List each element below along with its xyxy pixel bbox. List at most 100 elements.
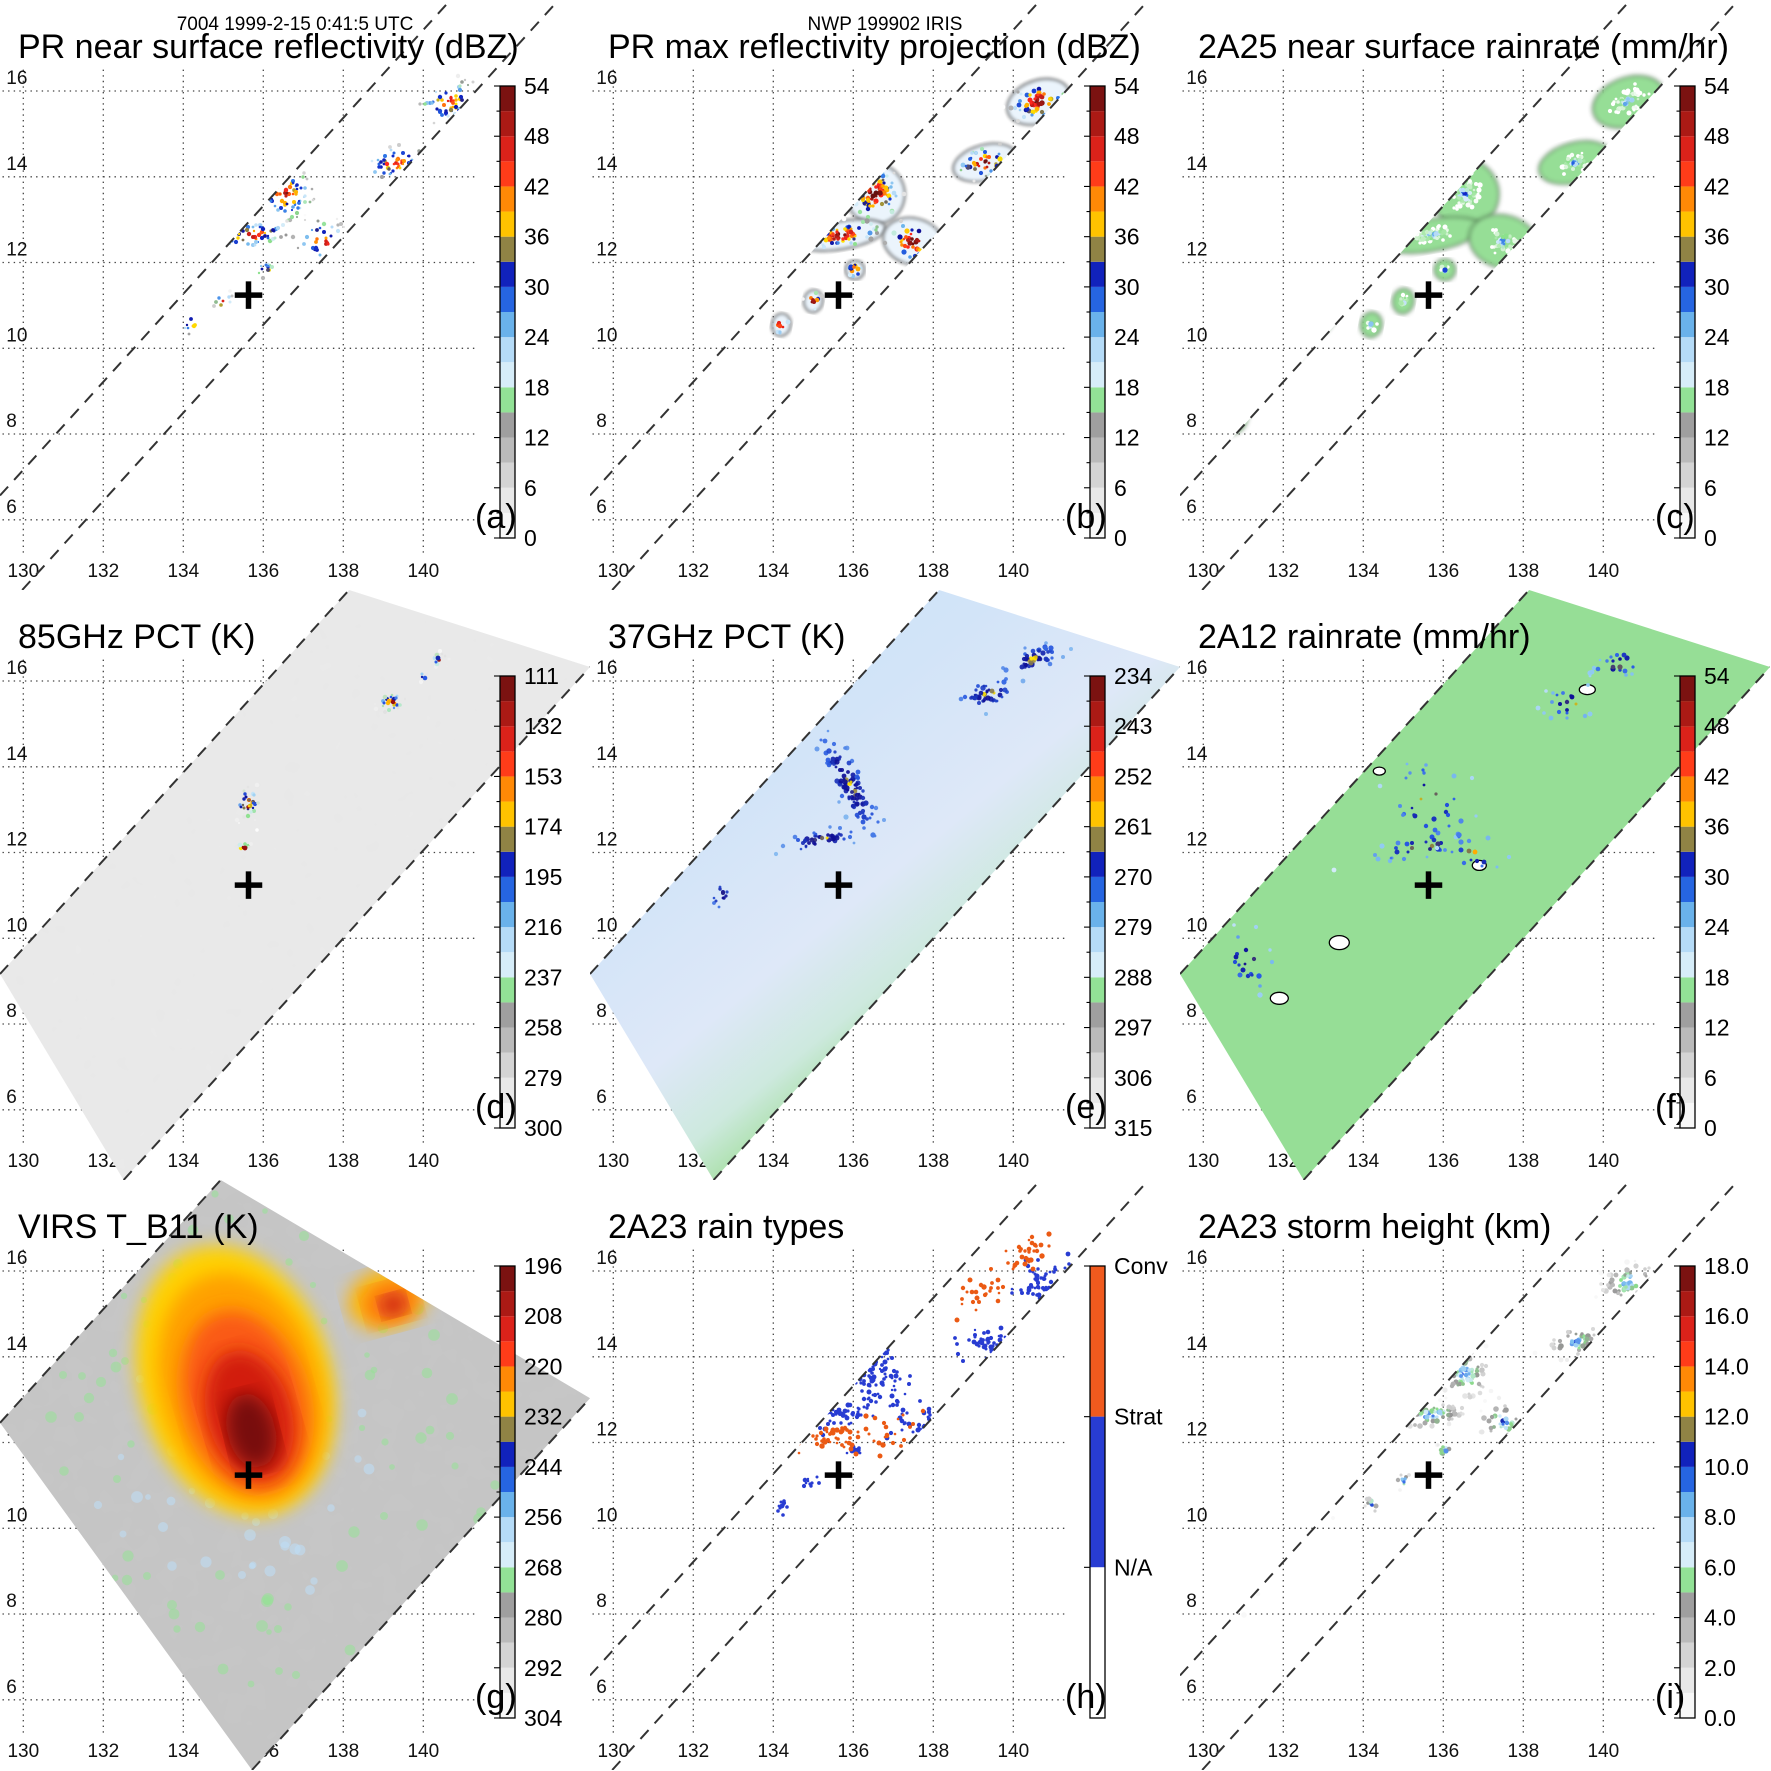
- svg-text:258: 258: [524, 1015, 562, 1041]
- svg-text:14: 14: [6, 154, 28, 175]
- svg-text:2.0: 2.0: [1704, 1655, 1736, 1681]
- svg-text:140: 140: [1587, 561, 1619, 582]
- svg-text:48: 48: [1704, 123, 1730, 149]
- svg-text:216: 216: [524, 914, 562, 940]
- svg-text:2A25 near surface rainrate (mm: 2A25 near surface rainrate (mm/hr): [1198, 28, 1729, 66]
- svg-text:10: 10: [596, 915, 617, 936]
- svg-text:12: 12: [1704, 1015, 1730, 1041]
- svg-text:138: 138: [327, 1741, 359, 1762]
- svg-text:140: 140: [1587, 1151, 1619, 1172]
- svg-text:297: 297: [1114, 1015, 1152, 1041]
- svg-text:130: 130: [7, 1741, 39, 1762]
- svg-text:10: 10: [1186, 915, 1207, 936]
- svg-text:10: 10: [1186, 1505, 1207, 1526]
- svg-text:4.0: 4.0: [1704, 1605, 1736, 1631]
- svg-text:12: 12: [1186, 830, 1207, 851]
- svg-text:16: 16: [1186, 1248, 1207, 1269]
- svg-text:130: 130: [1187, 561, 1219, 582]
- svg-text:134: 134: [167, 1151, 199, 1172]
- svg-text:24: 24: [1704, 914, 1730, 940]
- svg-text:16.0: 16.0: [1704, 1303, 1749, 1329]
- svg-text:136: 136: [1427, 1741, 1459, 1762]
- svg-text:268: 268: [524, 1554, 562, 1580]
- svg-text:8: 8: [1186, 411, 1197, 432]
- svg-text:2A12 rainrate (mm/hr): 2A12 rainrate (mm/hr): [1198, 618, 1531, 656]
- svg-text:134: 134: [1347, 1741, 1379, 1762]
- svg-text:16: 16: [596, 658, 617, 679]
- svg-text:6: 6: [596, 497, 607, 518]
- svg-text:138: 138: [917, 561, 949, 582]
- svg-text:130: 130: [7, 1151, 39, 1172]
- svg-text:14: 14: [6, 744, 28, 765]
- svg-text:6: 6: [1704, 1065, 1717, 1091]
- svg-text:138: 138: [327, 561, 359, 582]
- svg-text:12.0: 12.0: [1704, 1404, 1749, 1430]
- svg-text:42: 42: [1704, 763, 1730, 789]
- svg-text:54: 54: [1114, 73, 1140, 99]
- svg-text:134: 134: [167, 561, 199, 582]
- svg-text:220: 220: [524, 1353, 562, 1379]
- svg-text:6: 6: [1186, 497, 1197, 518]
- svg-text:6: 6: [6, 497, 17, 518]
- svg-text:18: 18: [524, 374, 550, 400]
- svg-text:244: 244: [524, 1454, 563, 1480]
- svg-text:30: 30: [1704, 864, 1730, 890]
- svg-text:234: 234: [1114, 663, 1153, 689]
- svg-text:252: 252: [1114, 763, 1152, 789]
- svg-text:8: 8: [1186, 1591, 1197, 1612]
- svg-text:8: 8: [596, 1591, 607, 1612]
- svg-text:304: 304: [524, 1705, 563, 1731]
- svg-text:12: 12: [1114, 425, 1140, 451]
- svg-text:0.0: 0.0: [1704, 1705, 1736, 1731]
- svg-text:292: 292: [524, 1655, 562, 1681]
- svg-text:(b): (b): [1065, 498, 1107, 536]
- svg-text:10: 10: [596, 1505, 617, 1526]
- svg-text:243: 243: [1114, 713, 1152, 739]
- svg-text:279: 279: [1114, 914, 1152, 940]
- svg-text:VIRS T_B11 (K): VIRS T_B11 (K): [18, 1208, 259, 1246]
- svg-text:140: 140: [407, 1741, 439, 1762]
- svg-text:208: 208: [524, 1303, 562, 1329]
- svg-text:36: 36: [524, 224, 550, 250]
- svg-text:6: 6: [6, 1087, 17, 1108]
- svg-text:30: 30: [1114, 274, 1140, 300]
- svg-text:138: 138: [1507, 561, 1539, 582]
- svg-text:300: 300: [524, 1115, 562, 1141]
- svg-text:48: 48: [524, 123, 550, 149]
- svg-text:6: 6: [1114, 475, 1127, 501]
- svg-text:36: 36: [1704, 814, 1730, 840]
- svg-text:24: 24: [1704, 324, 1730, 350]
- svg-text:48: 48: [1114, 123, 1140, 149]
- svg-text:30: 30: [524, 274, 550, 300]
- svg-text:42: 42: [1704, 173, 1730, 199]
- svg-text:136: 136: [837, 1741, 869, 1762]
- svg-text:132: 132: [1267, 561, 1299, 582]
- svg-text:16: 16: [6, 1248, 27, 1269]
- svg-text:134: 134: [757, 561, 789, 582]
- svg-text:279: 279: [524, 1065, 562, 1091]
- svg-text:6: 6: [524, 475, 537, 501]
- svg-text:14: 14: [596, 1334, 618, 1355]
- svg-text:140: 140: [997, 1151, 1029, 1172]
- svg-text:2A23 rain types: 2A23 rain types: [608, 1208, 844, 1246]
- svg-text:PR max reflectivity projection: PR max reflectivity projection (dBZ): [608, 28, 1141, 66]
- svg-text:130: 130: [597, 1151, 629, 1172]
- svg-text:256: 256: [524, 1504, 562, 1530]
- svg-text:138: 138: [917, 1741, 949, 1762]
- svg-text:134: 134: [167, 1741, 199, 1762]
- svg-text:315: 315: [1114, 1115, 1152, 1141]
- svg-text:(e): (e): [1065, 1088, 1107, 1126]
- svg-text:12: 12: [524, 425, 550, 451]
- svg-text:54: 54: [1704, 73, 1730, 99]
- svg-text:54: 54: [1704, 663, 1730, 689]
- svg-text:237: 237: [524, 964, 562, 990]
- svg-text:16: 16: [596, 68, 617, 89]
- svg-text:(h): (h): [1065, 1678, 1107, 1716]
- svg-text:138: 138: [1507, 1151, 1539, 1172]
- svg-text:16: 16: [6, 68, 27, 89]
- svg-text:132: 132: [677, 561, 709, 582]
- svg-text:2A23 storm height (km): 2A23 storm height (km): [1198, 1208, 1551, 1246]
- svg-text:14: 14: [1186, 154, 1208, 175]
- svg-text:134: 134: [757, 1151, 789, 1172]
- svg-text:12: 12: [6, 240, 27, 261]
